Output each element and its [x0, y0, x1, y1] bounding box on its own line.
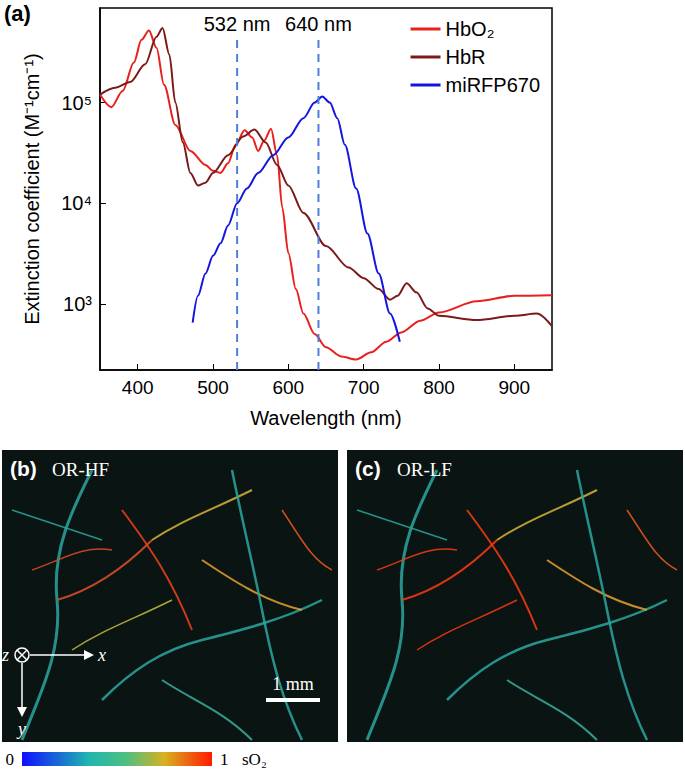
svg-text:500: 500 [197, 377, 229, 398]
svg-text:Wavelength (nm): Wavelength (nm) [250, 407, 402, 429]
svg-text:sO₂: sO₂ [242, 750, 267, 769]
svg-text:10⁴: 10⁴ [61, 192, 92, 214]
svg-text:0: 0 [6, 750, 15, 769]
svg-text:1: 1 [220, 750, 229, 769]
svg-text:700: 700 [348, 377, 380, 398]
svg-text:OR-LF: OR-LF [397, 459, 452, 480]
svg-text:10³: 10³ [63, 293, 92, 315]
svg-text:miRFP670: miRFP670 [446, 74, 540, 96]
svg-text:HbR: HbR [446, 46, 486, 68]
svg-text:600: 600 [272, 377, 304, 398]
svg-text:900: 900 [498, 377, 530, 398]
svg-text:10⁵: 10⁵ [61, 92, 92, 114]
svg-text:1 mm: 1 mm [272, 674, 314, 694]
svg-text:(a): (a) [4, 1, 31, 26]
svg-text:640 nm: 640 nm [285, 13, 352, 35]
svg-text:y: y [16, 719, 26, 739]
svg-text:800: 800 [423, 377, 455, 398]
svg-text:x: x [97, 645, 106, 665]
svg-text:532 nm: 532 nm [204, 13, 271, 35]
svg-text:400: 400 [122, 377, 154, 398]
svg-text:Extinction coefficient (M⁻¹cm⁻: Extinction coefficient (M⁻¹cm⁻¹) [21, 53, 43, 324]
svg-text:HbO₂: HbO₂ [446, 18, 495, 40]
svg-text:z: z [1, 645, 9, 665]
svg-text:(c): (c) [355, 457, 381, 480]
svg-text:(b): (b) [10, 457, 37, 480]
svg-text:OR-HF: OR-HF [52, 459, 109, 480]
